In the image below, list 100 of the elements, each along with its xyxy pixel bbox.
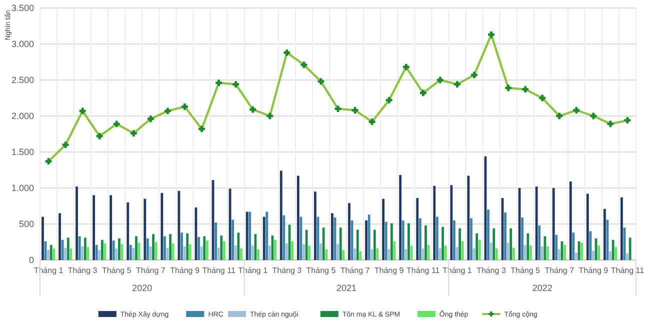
bar [348, 203, 350, 260]
x-tick-label: Tháng 1 [442, 266, 472, 275]
bar [262, 216, 266, 260]
bar [84, 238, 86, 260]
bar [555, 234, 558, 260]
bar [70, 248, 72, 260]
bar [467, 176, 470, 260]
bar [144, 198, 146, 260]
x-tick-label: Tháng 3 [272, 266, 302, 275]
bar [424, 225, 427, 260]
bar [339, 228, 342, 260]
x-tick-label: Tháng 9 [374, 266, 404, 275]
bar [404, 249, 408, 260]
y-tick-label: 1.500 [11, 147, 34, 158]
bar [322, 228, 325, 260]
bar [92, 195, 96, 260]
bar [359, 251, 362, 260]
x-tick-label: Tháng 7 [136, 266, 166, 275]
bar [336, 244, 339, 260]
bar [399, 175, 402, 260]
bar [546, 246, 549, 260]
bar [98, 250, 101, 260]
bar [538, 225, 541, 260]
bar [564, 244, 566, 260]
bar [442, 226, 444, 260]
x-tick-label: Tháng 5 [306, 266, 336, 275]
y-tick-label: 2.500 [11, 75, 34, 86]
bar [444, 246, 447, 260]
bar [620, 197, 623, 260]
bar [146, 238, 149, 260]
x-tick-label: Tháng 5 [102, 266, 132, 275]
x-tick-label: Tháng 11 [202, 266, 236, 275]
bar [180, 232, 183, 260]
bar [526, 233, 530, 260]
text: 2022 [532, 283, 552, 293]
bar [42, 216, 44, 260]
bar [220, 236, 223, 260]
bar [592, 250, 594, 260]
bar [76, 186, 78, 260]
y-tick-label: 3.000 [11, 39, 34, 50]
bar [450, 185, 453, 260]
bar [203, 236, 206, 260]
bar [506, 242, 510, 260]
bar [217, 248, 220, 260]
bar [453, 220, 456, 260]
bar [308, 246, 311, 260]
bar [370, 249, 374, 260]
bar [296, 176, 300, 260]
bar [572, 232, 575, 260]
bar [580, 242, 583, 260]
x-tick-label: Tháng 3 [68, 266, 98, 275]
bar [524, 244, 526, 260]
bar [478, 240, 481, 260]
bar [291, 241, 294, 260]
bar [422, 248, 424, 260]
bar [112, 240, 115, 260]
x-tick-label: Tháng 9 [170, 266, 200, 275]
bar [569, 182, 572, 260]
bar [152, 234, 154, 260]
y-tick-label: 1.000 [11, 183, 34, 194]
x-tick-label: Tháng 11 [406, 266, 440, 275]
bar [200, 246, 203, 260]
bar [544, 236, 546, 260]
bar [510, 228, 512, 260]
bar [52, 248, 56, 260]
bar [436, 216, 438, 260]
bar [78, 236, 81, 260]
bar [110, 195, 112, 260]
bar [234, 246, 237, 260]
bar [342, 250, 345, 260]
bar [614, 247, 618, 260]
bar [240, 248, 242, 260]
bar [603, 208, 606, 260]
bar [586, 194, 589, 260]
bar [135, 236, 138, 260]
bar [169, 234, 172, 260]
bar [390, 223, 393, 260]
bar [314, 192, 316, 260]
bar [384, 222, 388, 260]
x-tick-label: Tháng 9 [578, 266, 609, 275]
bar [50, 244, 52, 260]
bar [628, 238, 632, 260]
bar [214, 222, 218, 260]
bar [626, 254, 628, 260]
bar [325, 249, 328, 260]
bar [280, 170, 282, 260]
bar [251, 246, 254, 260]
bar [530, 246, 532, 260]
bar [331, 213, 334, 260]
bar [100, 240, 104, 260]
bar [126, 202, 130, 260]
bar [81, 246, 84, 260]
bar [402, 220, 404, 260]
bar [388, 249, 390, 260]
bar [118, 238, 120, 260]
bar [274, 240, 276, 260]
bar [58, 213, 61, 260]
x-tick-label: Tháng 5 [510, 266, 541, 275]
bar [257, 249, 260, 260]
y-tick-label: 0 [28, 255, 34, 266]
